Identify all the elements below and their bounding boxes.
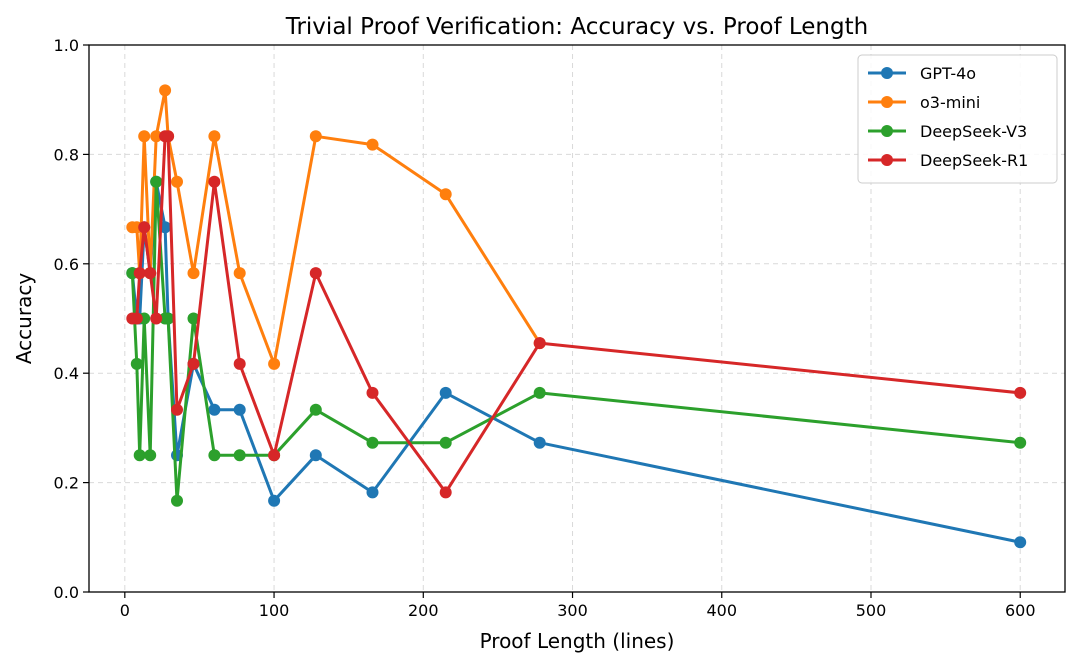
data-point-deepseek-r1 — [366, 386, 379, 399]
data-point-deepseek-r1 — [138, 221, 151, 234]
y-tick-label: 1.0 — [54, 36, 79, 55]
data-point-deepseek-r1 — [171, 403, 183, 416]
legend-swatch-marker-deepseek-v3 — [881, 125, 893, 137]
legend-label-deepseek-v3: DeepSeek-V3 — [920, 122, 1027, 141]
data-point-o3-mini — [233, 267, 246, 280]
y-tick-label: 0.4 — [54, 364, 79, 383]
data-point-o3-mini — [138, 130, 151, 143]
legend-label-o3-mini: o3-mini — [920, 93, 980, 112]
x-tick-label: 300 — [557, 601, 588, 620]
data-point-gpt-4o — [1014, 536, 1027, 549]
x-tick-label: 600 — [1005, 601, 1036, 620]
series-deepseek-r1 — [126, 130, 1027, 499]
data-point-deepseek-r1 — [150, 312, 163, 325]
legend-label-gpt-4o: GPT-4o — [920, 64, 976, 83]
series-layer — [126, 84, 1027, 549]
data-point-gpt-4o — [309, 449, 322, 462]
data-point-deepseek-v3 — [233, 449, 246, 462]
data-point-deepseek-r1 — [133, 267, 146, 280]
data-point-deepseek-r1 — [233, 357, 246, 370]
data-point-deepseek-r1 — [439, 486, 452, 499]
legend-swatch-marker-deepseek-r1 — [881, 154, 893, 166]
data-point-deepseek-r1 — [208, 175, 221, 188]
y-tick-label: 0.0 — [54, 583, 79, 602]
data-point-o3-mini — [439, 188, 452, 201]
data-point-deepseek-r1 — [144, 267, 157, 280]
data-point-deepseek-v3 — [171, 494, 183, 507]
data-point-deepseek-r1 — [162, 130, 175, 143]
data-point-deepseek-v3 — [162, 312, 175, 325]
data-point-deepseek-r1 — [309, 267, 322, 280]
plot-frame — [88, 44, 1066, 593]
data-point-o3-mini — [208, 130, 221, 143]
x-tick-label: 0 — [120, 601, 130, 620]
y-axis-label: Accuracy — [12, 273, 36, 364]
legend-box — [857, 54, 1058, 184]
data-point-gpt-4o — [233, 403, 246, 416]
axis-ticks: 0 100 200 300 400 500 600 0.0 0.2 0.4 0.6 0.8 1.0 — [54, 36, 1036, 620]
legend: GPT-4o o3-mini DeepSeek-V3 DeepSeek-R1 — [857, 54, 1058, 184]
data-point-deepseek-v3 — [1014, 436, 1027, 449]
data-point-o3-mini — [150, 130, 163, 143]
data-point-o3-mini — [268, 357, 281, 370]
data-point-deepseek-v3 — [150, 175, 163, 188]
data-point-deepseek-v3 — [144, 449, 157, 462]
legend-label-deepseek-r1: DeepSeek-R1 — [920, 151, 1028, 170]
data-point-gpt-4o — [533, 436, 546, 449]
data-point-deepseek-r1 — [130, 312, 143, 325]
data-point-o3-mini — [171, 175, 183, 188]
y-tick-label: 0.2 — [54, 474, 79, 493]
x-axis-label: Proof Length (lines) — [480, 629, 675, 653]
data-point-deepseek-v3 — [208, 449, 221, 462]
data-point-o3-mini — [309, 130, 322, 143]
series-line-deepseek-v3 — [130, 180, 1022, 503]
data-point-deepseek-v3 — [439, 436, 452, 449]
data-point-deepseek-v3 — [366, 436, 379, 449]
data-point-gpt-4o — [439, 386, 452, 399]
data-point-deepseek-v3 — [187, 312, 200, 325]
data-point-deepseek-v3 — [309, 403, 322, 416]
y-tick-label: 0.8 — [54, 145, 79, 164]
x-tick-label: 200 — [408, 601, 439, 620]
data-point-gpt-4o — [366, 486, 379, 499]
data-point-o3-mini — [187, 267, 200, 280]
data-point-o3-mini — [366, 138, 379, 151]
data-point-gpt-4o — [268, 494, 281, 507]
data-point-deepseek-v3 — [533, 386, 546, 399]
x-tick-label: 500 — [856, 601, 887, 620]
y-tick-label: 0.6 — [54, 255, 79, 274]
series-line-deepseek-r1 — [130, 134, 1022, 494]
legend-swatch-marker-gpt-4o — [881, 67, 893, 79]
series-deepseek-v3 — [126, 175, 1027, 507]
data-point-o3-mini — [159, 84, 172, 97]
legend-swatch-marker-o3-mini — [881, 96, 893, 108]
x-tick-label: 100 — [259, 601, 290, 620]
x-tick-label: 400 — [706, 601, 737, 620]
data-point-deepseek-v3 — [130, 357, 143, 370]
data-point-deepseek-r1 — [187, 357, 200, 370]
chart-title: Trivial Proof Verification: Accuracy vs.… — [285, 14, 868, 40]
data-point-deepseek-r1 — [1014, 386, 1027, 399]
data-point-deepseek-r1 — [268, 449, 281, 462]
data-point-deepseek-v3 — [133, 449, 146, 462]
data-point-deepseek-r1 — [533, 337, 546, 350]
data-point-gpt-4o — [208, 403, 221, 416]
